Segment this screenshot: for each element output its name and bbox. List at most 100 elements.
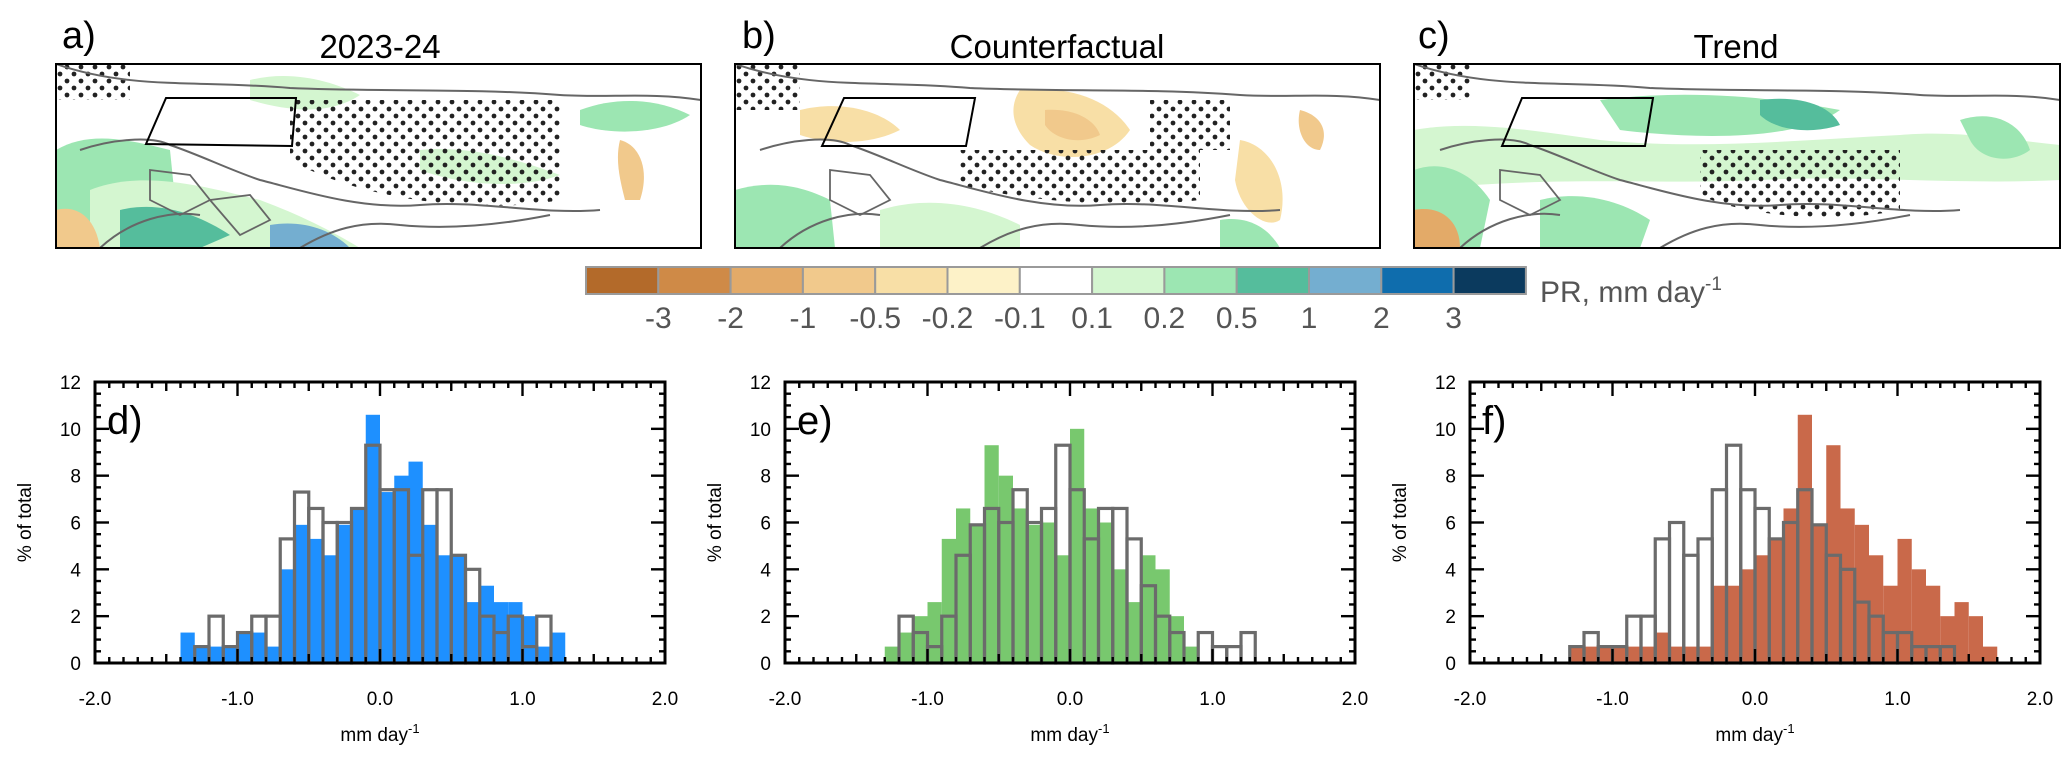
filled-bar [1612,646,1627,663]
x-axis-label: mm day-1 [1715,721,1794,746]
filled-bar [551,632,566,663]
filled-bar [1854,524,1869,663]
filled-bar [970,524,985,663]
filled-bar [1983,646,1998,663]
map-title-a: 2023-24 [319,28,440,65]
colorbar-tick-10: 2 [1373,302,1390,335]
filled-bar [522,616,537,663]
filled-bar [913,616,928,663]
x-tick-label: -1.0 [221,689,254,710]
filled-bar [884,646,899,663]
filled-bar [1897,538,1912,663]
filled-bar [1169,616,1184,663]
filled-bar [1726,585,1741,663]
filled-bar [1968,616,1983,663]
filled-bar [380,492,395,663]
filled-bar [1127,602,1142,663]
x-tick-label: 0.0 [367,689,393,710]
outline-bar [1239,630,1257,665]
filled-bar [1926,585,1941,663]
filled-bar [180,632,195,663]
x-axis-label: mm day-1 [340,721,419,746]
y-tick-label: 4 [70,560,81,581]
panel-letter: f) [1482,399,1506,443]
filled-bar [308,538,323,663]
colorbar-ticks: -3 -2 -1 -0.5 -0.2 -0.1 0.1 0.2 0.5 1 2 3 [645,302,1462,335]
filled-bar [323,555,338,663]
filled-bar [1098,522,1113,663]
x-tick-label: 1.0 [1884,689,1910,710]
map-title-b: Counterfactual [950,28,1165,65]
filled-bar [209,646,224,663]
map-panel-a: a) 2023-24 [55,15,702,249]
y-tick-label: 10 [750,420,771,441]
x-tick-label: -1.0 [911,689,944,710]
filled-bar [998,475,1013,663]
colorbar-box-2 [729,266,804,295]
filled-bar [1070,428,1085,663]
y-tick-label: 6 [760,514,771,535]
colorbar-tick-7: 0.2 [1144,302,1186,335]
filled-bar [266,646,281,663]
map-title-c: Trend [1694,28,1779,65]
y-tick-label: 4 [1445,560,1456,581]
filled-bar [956,508,971,663]
y-tick-label: 6 [1445,514,1456,535]
filled-bar [251,632,266,663]
y-tick-label: 8 [70,467,81,488]
filled-bar [1954,602,1969,663]
colorbar-tick-5: -0.1 [994,302,1046,335]
filled-bar [1598,646,1613,663]
filled-bar [1755,555,1770,663]
outline-bar [1667,520,1686,665]
colorbar-tick-8: 0.5 [1216,302,1258,335]
panel-letter: d) [107,399,143,443]
filled-bar [451,555,466,663]
outline-bar [1196,630,1215,665]
colorbar-box-10 [1308,266,1383,295]
filled-bar [1740,569,1755,663]
panel-letter: e) [797,399,833,443]
colorbar-box-11 [1380,266,1455,295]
filled-bar [536,646,551,663]
y-axis-label: % of total [705,483,726,562]
filled-bar [223,646,238,663]
filled-bar [1883,585,1898,663]
filled-bar [1940,616,1955,663]
colorbar-label: PR, mm day-1 [1540,274,1722,309]
x-tick-label: 0.0 [1057,689,1083,710]
filled-bar [479,585,494,663]
y-tick-label: 6 [70,514,81,535]
map-panel-c: c) Trend [1413,15,2061,249]
filled-bar [1569,646,1584,663]
filled-bar [1769,538,1784,663]
filled-bar [984,445,999,663]
filled-bar [941,538,956,663]
filled-bar [1184,646,1199,663]
filled-bar [1840,508,1855,663]
y-tick-label: 10 [60,420,81,441]
filled-bar [237,632,252,663]
x-tick-label: -2.0 [1454,689,1487,710]
y-axis-label: % of total [1390,483,1411,562]
filled-bar [1712,585,1727,663]
filled-bar [1027,524,1042,663]
filled-bar [1584,646,1599,663]
filled-bar [351,508,366,663]
x-tick-label: -2.0 [769,689,802,710]
filled-bar [927,602,942,663]
filled-bar [1112,569,1127,663]
colorbar-tick-1: -2 [717,302,744,335]
histogram-panel-f: -2.0 -1.0 0.0 1.0 2.0 0 2 4 6 8 10 12 mm day-1 % of t… [1390,373,2053,746]
colorbar-tick-4: -0.2 [922,302,974,335]
map-field-a [56,64,701,248]
filled-bar [1641,646,1656,663]
y-tick-label: 12 [1435,373,1456,394]
panel-letter-b: b) [742,15,776,57]
x-axis-label: mm day-1 [1030,721,1109,746]
y-tick-label: 2 [1445,607,1456,628]
colorbar-box-5 [946,266,1021,295]
filled-bar [1141,555,1156,663]
filled-bar [1869,555,1884,663]
